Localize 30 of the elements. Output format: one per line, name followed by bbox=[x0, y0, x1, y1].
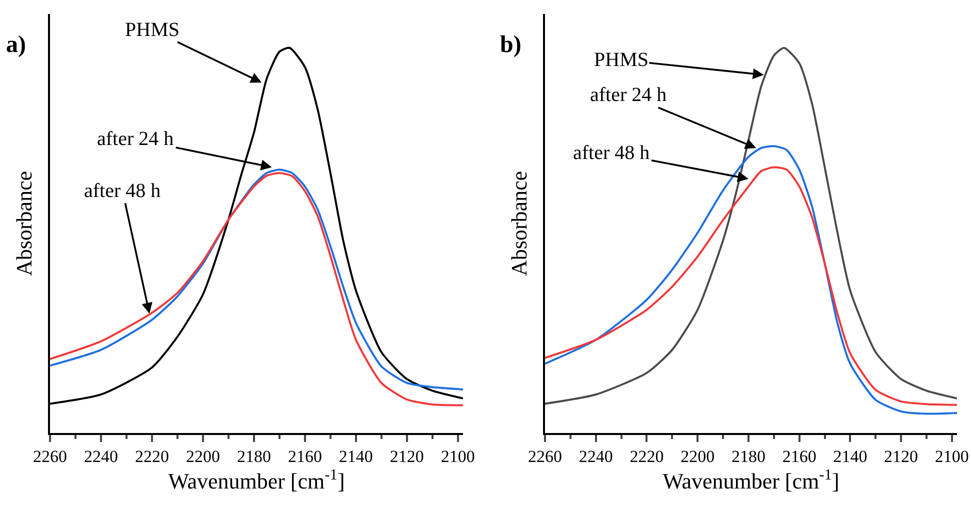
x-tick-label: 2240 bbox=[84, 447, 118, 466]
chart-title: a) bbox=[6, 32, 26, 58]
x-tick-label: 2120 bbox=[884, 447, 918, 466]
y-axis-title: Absorbance bbox=[506, 170, 532, 276]
x-tick-label: 2260 bbox=[33, 447, 67, 466]
x-tick-label: 2200 bbox=[680, 447, 715, 466]
x-tick-label: 2180 bbox=[236, 447, 271, 466]
x-tick-label: 2180 bbox=[731, 447, 766, 466]
annotation: after 24 h bbox=[97, 128, 174, 150]
annotation: after 48 h bbox=[573, 142, 650, 164]
x-tick-label: 2160 bbox=[288, 447, 322, 466]
x-tick-label: 2100 bbox=[440, 447, 475, 466]
annotation: after 48 h bbox=[84, 180, 161, 202]
x-tick-label: 2120 bbox=[390, 447, 424, 466]
x-tick-label: 2140 bbox=[833, 447, 868, 466]
annotation: PHMS bbox=[594, 49, 648, 71]
annotation: after 24 h bbox=[590, 84, 667, 106]
x-axis-title: Wavenumber [cm$^{-1}$] bbox=[662, 466, 840, 494]
x-tick-label: 2200 bbox=[186, 447, 220, 466]
x-axis-title: Wavenumber [cm$^{-1}$] bbox=[168, 466, 345, 494]
x-tick-label: 2220 bbox=[630, 447, 664, 466]
y-axis-title: Absorbance bbox=[12, 170, 37, 276]
x-tick-label: 2140 bbox=[338, 447, 373, 466]
x-tick-label: 2240 bbox=[578, 447, 613, 466]
x-tick-label: 2260 bbox=[528, 447, 562, 466]
annotation: PHMS bbox=[125, 19, 180, 41]
x-tick-label: 2160 bbox=[782, 447, 816, 466]
x-tick-label: 2220 bbox=[134, 447, 169, 466]
x-tick-label: 2100 bbox=[934, 447, 969, 466]
chart-title: b) bbox=[500, 32, 522, 58]
